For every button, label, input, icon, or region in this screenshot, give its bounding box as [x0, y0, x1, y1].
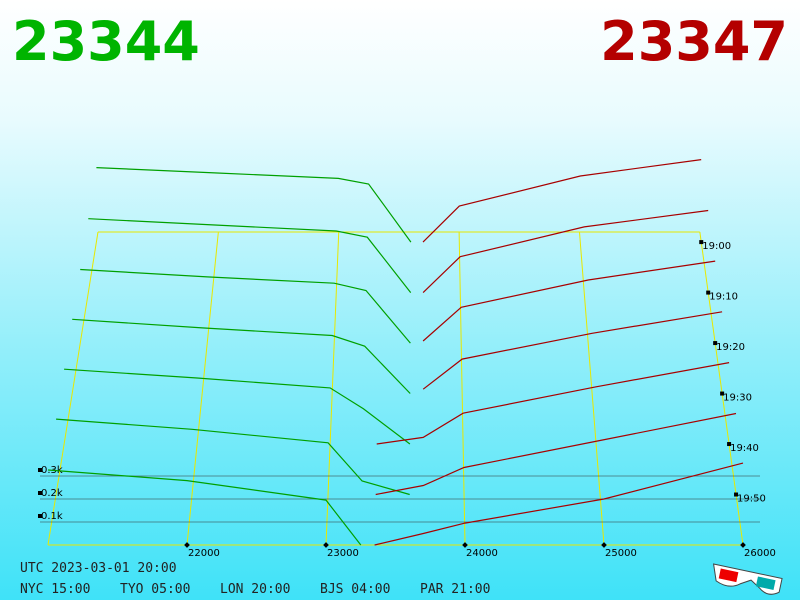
ask-price: 23347 — [600, 10, 788, 73]
bid-price: 23344 — [12, 10, 200, 73]
time-tick-label: 19:30 — [723, 393, 752, 404]
tick-mark — [38, 491, 42, 495]
ask-depth-line — [422, 209, 709, 294]
ask-depth-line — [422, 159, 702, 243]
bid-depth-line — [64, 368, 411, 445]
time-tick-label: 19:00 — [702, 241, 731, 252]
tick-mark — [38, 468, 42, 472]
tick-mark — [323, 542, 329, 548]
x-tick-label: 24000 — [466, 548, 498, 559]
tick-mark — [699, 240, 704, 245]
z-tick-label: 0.2k — [41, 488, 63, 499]
city-time: BJS 04:00 — [320, 582, 390, 597]
tick-mark — [727, 442, 732, 447]
tick-mark — [601, 542, 607, 548]
bid-depth-line — [88, 218, 412, 293]
tick-mark — [720, 391, 725, 396]
floor-edge — [47, 231, 99, 546]
x-tick-label: 23000 — [327, 548, 359, 559]
tick-mark — [740, 542, 746, 548]
grid-line — [325, 231, 340, 546]
tick-mark — [706, 290, 711, 295]
city-time: TYO 05:00 — [120, 582, 190, 597]
tick-mark — [38, 514, 42, 518]
tick-mark — [462, 542, 468, 548]
time-tick-label: 19:10 — [709, 292, 738, 303]
z-tick-label: 0.1k — [41, 511, 63, 522]
x-tick-label: 25000 — [605, 548, 637, 559]
plot: 22000 23000 24000 25000 260000.1k0.2k0.3k19:… — [38, 159, 776, 559]
utc-time: UTC 2023-03-01 20:00 — [20, 561, 177, 576]
city-time: NYC 15:00 — [20, 582, 90, 597]
ask-depth-line — [376, 362, 730, 445]
city-time: PAR 21:00 — [420, 582, 490, 597]
bid-depth-line — [72, 318, 411, 394]
ask-depth-line — [374, 462, 744, 546]
grid-line — [578, 231, 605, 546]
tick-mark — [734, 492, 739, 497]
3d-glasses-icon — [712, 563, 783, 595]
city-time: LON 20:00 — [220, 582, 290, 597]
x-tick-label: 22000 — [188, 548, 220, 559]
grid-line — [458, 231, 466, 546]
time-tick-label: 19:20 — [716, 342, 745, 353]
grid-line — [186, 231, 219, 546]
bid-depth-line — [56, 418, 410, 496]
x-tick-label: 26000 — [744, 548, 776, 559]
ask-depth-line — [375, 412, 737, 496]
ask-depth-line — [422, 260, 716, 342]
bid-depth-line — [80, 268, 411, 344]
bid-depth-line — [47, 469, 362, 546]
ask-depth-line — [422, 311, 723, 390]
tick-mark — [713, 341, 718, 346]
time-tick-label: 19:50 — [737, 494, 766, 505]
time-tick-label: 19:40 — [730, 443, 759, 454]
bid-depth-line — [96, 167, 412, 243]
tick-mark — [184, 542, 190, 548]
